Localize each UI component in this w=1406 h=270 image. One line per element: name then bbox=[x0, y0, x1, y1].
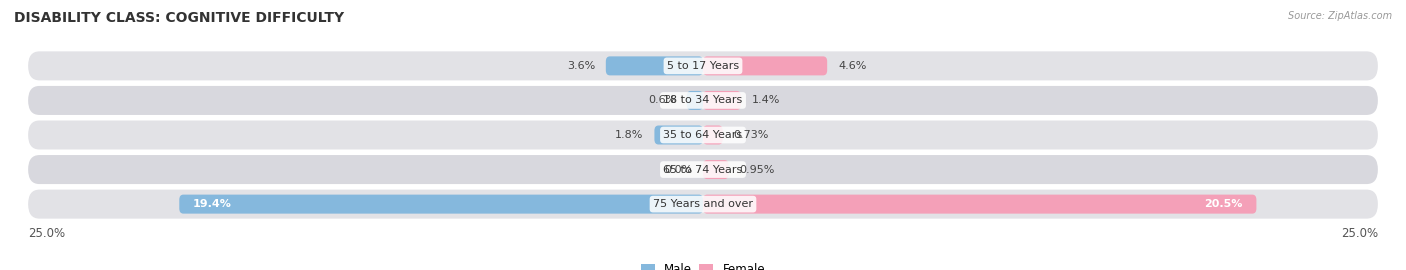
Text: DISABILITY CLASS: COGNITIVE DIFFICULTY: DISABILITY CLASS: COGNITIVE DIFFICULTY bbox=[14, 11, 344, 25]
Text: 65 to 74 Years: 65 to 74 Years bbox=[664, 164, 742, 175]
Text: 1.8%: 1.8% bbox=[616, 130, 644, 140]
FancyBboxPatch shape bbox=[28, 155, 1378, 184]
Text: 75 Years and over: 75 Years and over bbox=[652, 199, 754, 209]
FancyBboxPatch shape bbox=[703, 56, 827, 75]
Text: 0.6%: 0.6% bbox=[648, 95, 676, 106]
FancyBboxPatch shape bbox=[606, 56, 703, 75]
Text: 25.0%: 25.0% bbox=[1341, 227, 1378, 239]
FancyBboxPatch shape bbox=[28, 86, 1378, 115]
FancyBboxPatch shape bbox=[686, 91, 703, 110]
Text: 35 to 64 Years: 35 to 64 Years bbox=[664, 130, 742, 140]
Legend: Male, Female: Male, Female bbox=[636, 259, 770, 270]
FancyBboxPatch shape bbox=[28, 120, 1378, 150]
Text: 19.4%: 19.4% bbox=[193, 199, 232, 209]
Text: 25.0%: 25.0% bbox=[28, 227, 65, 239]
Text: 0.0%: 0.0% bbox=[664, 164, 692, 175]
Text: 20.5%: 20.5% bbox=[1205, 199, 1243, 209]
FancyBboxPatch shape bbox=[703, 126, 723, 144]
Text: 0.95%: 0.95% bbox=[740, 164, 775, 175]
Text: Source: ZipAtlas.com: Source: ZipAtlas.com bbox=[1288, 11, 1392, 21]
Text: 18 to 34 Years: 18 to 34 Years bbox=[664, 95, 742, 106]
FancyBboxPatch shape bbox=[654, 126, 703, 144]
FancyBboxPatch shape bbox=[28, 190, 1378, 219]
Text: 4.6%: 4.6% bbox=[838, 61, 866, 71]
Text: 1.4%: 1.4% bbox=[752, 95, 780, 106]
FancyBboxPatch shape bbox=[703, 160, 728, 179]
Text: 0.73%: 0.73% bbox=[734, 130, 769, 140]
FancyBboxPatch shape bbox=[180, 195, 703, 214]
Text: 3.6%: 3.6% bbox=[567, 61, 595, 71]
FancyBboxPatch shape bbox=[28, 51, 1378, 80]
FancyBboxPatch shape bbox=[703, 91, 741, 110]
FancyBboxPatch shape bbox=[703, 195, 1257, 214]
Text: 5 to 17 Years: 5 to 17 Years bbox=[666, 61, 740, 71]
